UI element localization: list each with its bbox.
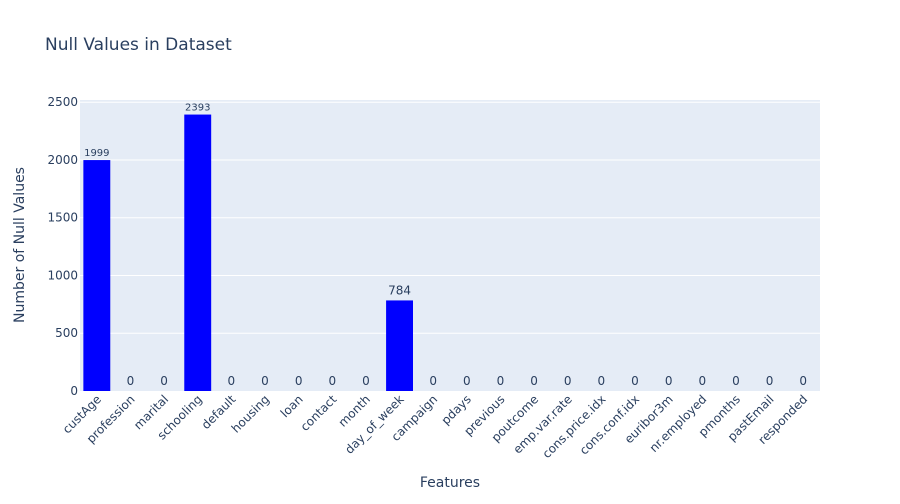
x-axis-title: Features	[420, 475, 480, 491]
bar	[184, 114, 212, 391]
bar-value-label: 0	[127, 374, 135, 388]
bar-value-label: 784	[388, 283, 411, 297]
x-tick-label: loan	[278, 392, 306, 420]
x-axis-ticks: custAgeprofessionmaritalschoolingdefault…	[60, 392, 810, 461]
bar-value-label: 0	[698, 374, 706, 388]
y-tick-label: 500	[55, 326, 78, 340]
bar-value-labels: 1999 0 0 2393 0 0 0 0 0 784 0 0 0 0 0 0 0 0 0 0 0 0	[84, 103, 807, 388]
bar-value-label: 0	[261, 374, 269, 388]
bar-value-label: 1999	[84, 148, 109, 159]
y-tick-label: 1500	[47, 211, 78, 225]
bar-value-label: 0	[328, 374, 336, 388]
y-tick-label: 0	[70, 384, 78, 398]
bar-value-label: 0	[766, 374, 774, 388]
x-tick-label: housing	[229, 392, 272, 435]
bars	[83, 114, 413, 391]
y-tick-label: 1000	[47, 268, 78, 282]
bar-value-label: 0	[530, 374, 538, 388]
bar-value-label: 0	[732, 374, 740, 388]
bar-value-label: 0	[631, 374, 639, 388]
chart-title: Null Values in Dataset	[45, 35, 232, 55]
bar-value-label: 0	[799, 374, 807, 388]
x-tick-label: contact	[298, 392, 340, 434]
bar-value-label: 0	[497, 374, 505, 388]
bar	[83, 160, 111, 391]
y-axis-ticks: 0 500 1000 1500 2000 2500	[47, 95, 78, 398]
bar-value-label: 2393	[185, 103, 210, 114]
bar-value-label: 0	[228, 374, 236, 388]
y-tick-label: 2000	[47, 153, 78, 167]
bar-value-label: 0	[665, 374, 673, 388]
bar-value-label: 0	[429, 374, 437, 388]
bar-value-label: 0	[295, 374, 303, 388]
bar-value-label: 0	[598, 374, 606, 388]
bar	[386, 300, 413, 391]
bar-value-label: 0	[362, 374, 370, 388]
bar-value-label: 0	[160, 374, 168, 388]
bar-value-label: 0	[564, 374, 572, 388]
y-tick-label: 2500	[47, 95, 78, 109]
y-axis-title: Number of Null Values	[12, 167, 28, 323]
bar-value-label: 0	[463, 374, 471, 388]
